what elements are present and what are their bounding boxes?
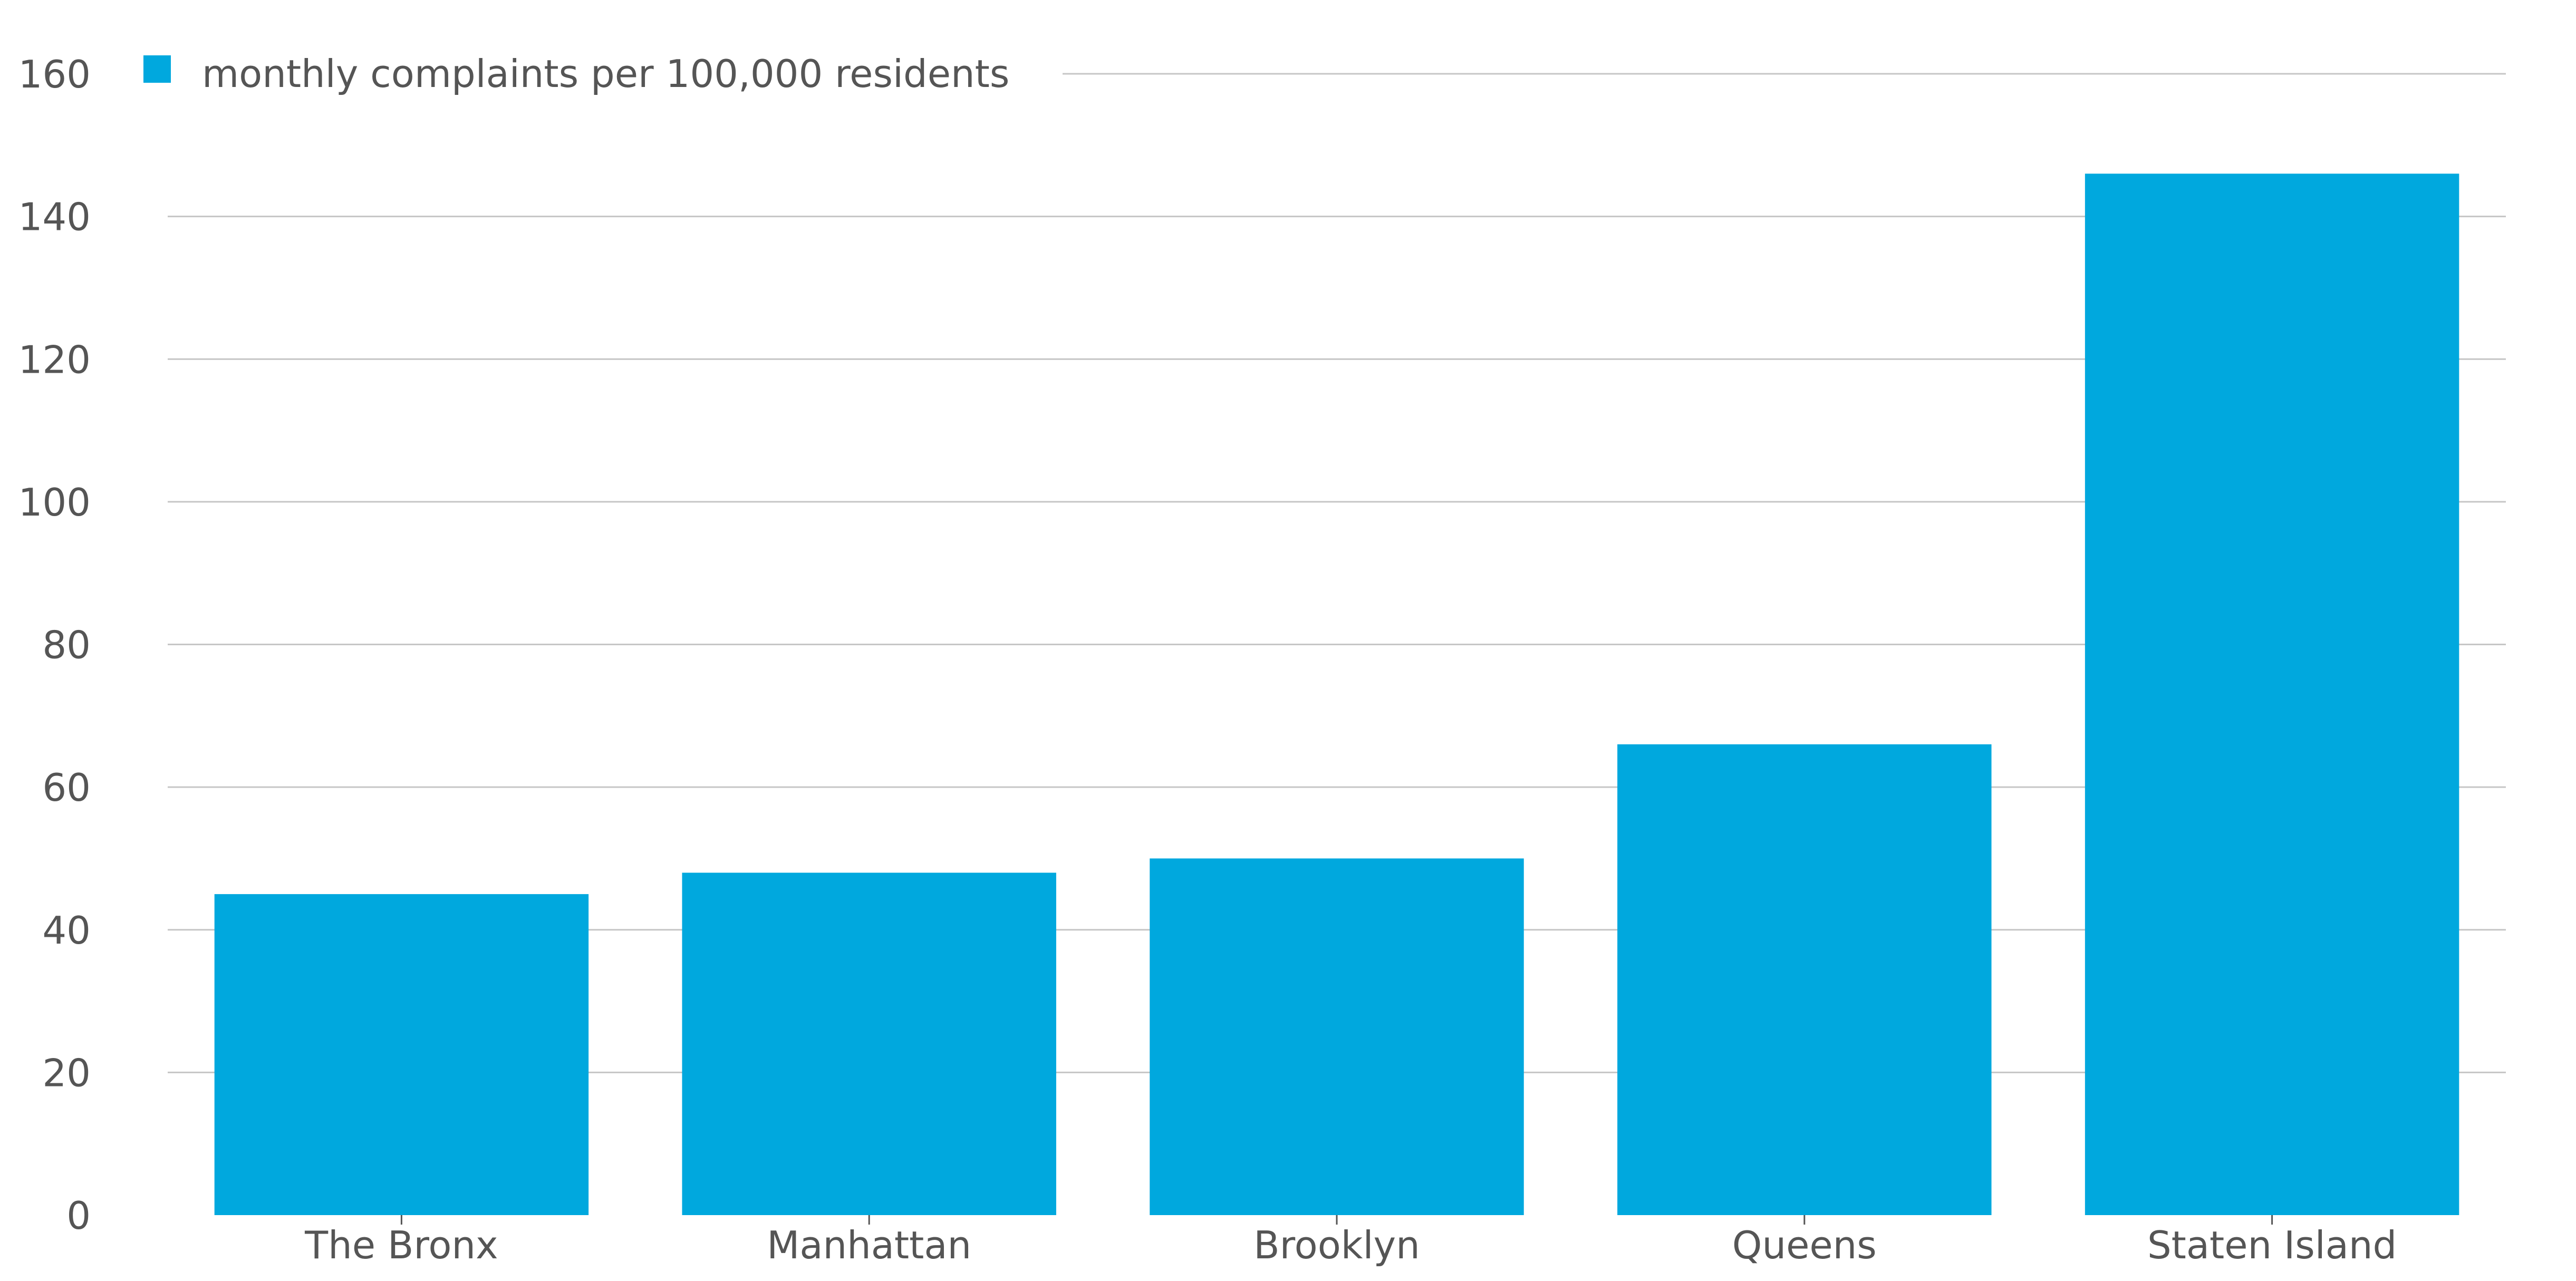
y-tick-label: 20 <box>42 1051 91 1095</box>
bar-brooklyn <box>1150 858 1524 1215</box>
x-tick-label: Staten Island <box>2147 1223 2397 1267</box>
legend-label: monthly complaints per 100,000 residents <box>202 52 1009 96</box>
bar-the-bronx <box>214 894 589 1215</box>
bar-staten-island <box>2085 173 2459 1215</box>
legend-swatch <box>143 55 171 83</box>
y-tick-label: 40 <box>42 908 91 953</box>
x-tick-label: Brooklyn <box>1253 1223 1420 1267</box>
bar-manhattan <box>682 872 1056 1215</box>
legend: monthly complaints per 100,000 residents <box>143 52 1009 96</box>
y-tick-label: 60 <box>42 765 91 810</box>
y-tick-label: 80 <box>42 623 91 667</box>
bar-layer <box>214 173 2459 1215</box>
x-tick-label: The Bronx <box>304 1223 498 1267</box>
y-tick-label: 100 <box>18 480 91 525</box>
y-tick-label: 160 <box>18 52 91 96</box>
x-tick-label: Manhattan <box>767 1223 971 1267</box>
x-axis-tick-labels: The Bronx Manhattan Brooklyn Queens Staten I… <box>304 1215 2397 1267</box>
y-axis-tick-labels: 0 20 40 60 80 100 120 140 160 <box>18 52 91 1238</box>
y-tick-label: 120 <box>18 337 91 382</box>
bar-queens <box>1617 744 1992 1215</box>
y-tick-label: 0 <box>66 1193 91 1238</box>
x-tick-label: Queens <box>1732 1223 1877 1267</box>
y-tick-label: 140 <box>18 195 91 239</box>
